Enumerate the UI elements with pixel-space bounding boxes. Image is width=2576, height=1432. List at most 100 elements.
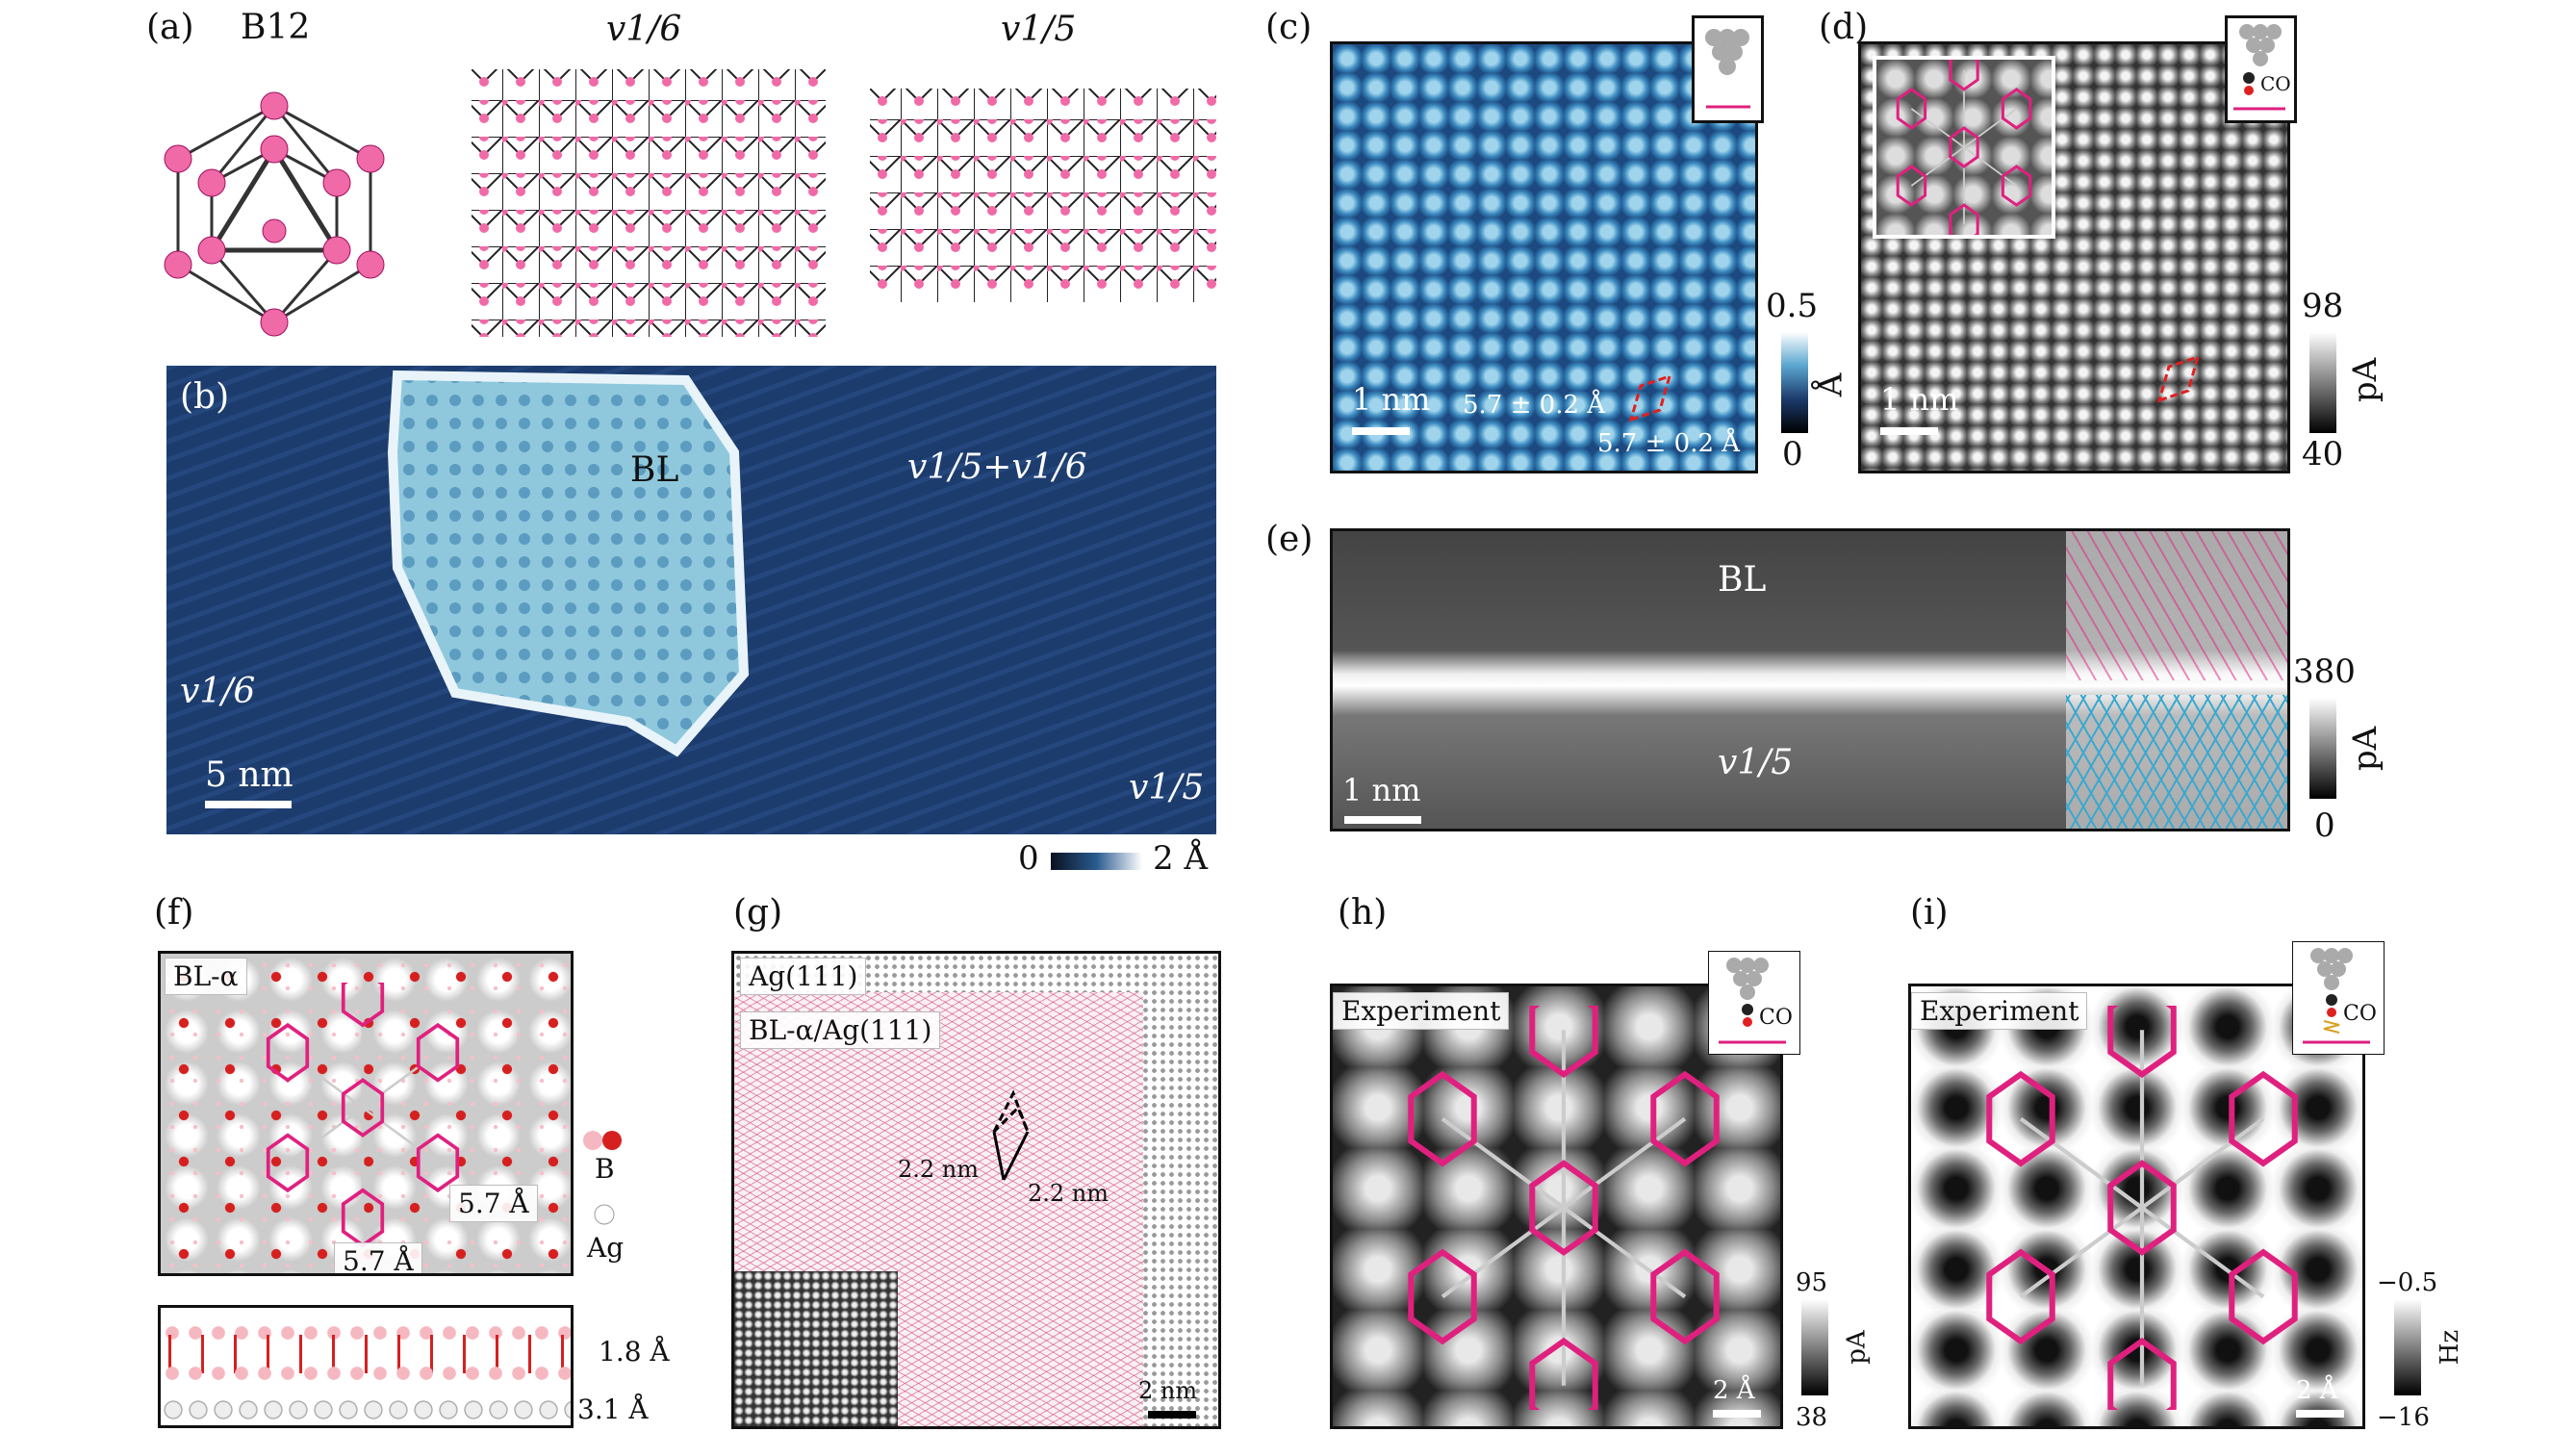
hexagon-marker: [266, 1022, 310, 1083]
hexagon-marker: [1650, 1248, 1720, 1345]
bl-label: BL: [630, 450, 679, 490]
substrate-distance: 3.1 Å: [577, 1394, 649, 1425]
hexagon-marker: [1529, 1160, 1598, 1256]
b12-title: B12: [241, 8, 311, 47]
scale-bar-label: 1 nm: [1352, 381, 1431, 418]
hexagon-marker: [1529, 1006, 1598, 1079]
panel-f-label: (f): [154, 893, 194, 933]
lattice-distance-1: 5.7 ± 0.2 Å: [1463, 391, 1606, 420]
colorbar-min: 38: [1796, 1403, 1828, 1432]
panel-f-side-model: [158, 1305, 574, 1428]
v15-label: v1/5: [1718, 743, 1794, 782]
colorbar-min: 0: [1782, 435, 1803, 473]
hexagon-marker: [1408, 1248, 1477, 1345]
hexagon-marker: [1650, 1070, 1720, 1167]
lattice-distance-2: 5.7 Å: [334, 1242, 422, 1273]
v15-title: v1/5: [1001, 10, 1077, 49]
panel-d-image: 1 nm: [1858, 41, 2290, 473]
ag111-tag: Ag(111): [740, 958, 867, 995]
co-label: CO: [1759, 1006, 1793, 1030]
hexagon-marker: [1949, 126, 1979, 168]
hexagon-marker: [1896, 165, 1927, 207]
tip-schematic-icon: [1692, 15, 1764, 123]
co-tip-schematic-icon: CO: [2225, 15, 2297, 123]
colorbar-e: [2309, 698, 2336, 799]
v16-title: v1/6: [606, 10, 682, 49]
v15-model-overlay: [2066, 694, 2287, 829]
panel-d-label: (d): [1819, 8, 1869, 47]
hexagon-marker: [341, 1078, 385, 1138]
hexagon-marker: [2001, 165, 2032, 207]
scale-bar: [1352, 427, 1410, 435]
mixed-phase-label: v1/5+v1/6: [907, 448, 1087, 487]
scale-bar-label: 2 Å: [2296, 1376, 2338, 1405]
panel-c-label: (c): [1265, 8, 1313, 47]
hexagon-marker: [2107, 1006, 2177, 1079]
experiment-tag: Experiment: [1911, 992, 2088, 1030]
colorbar-unit: Hz: [2436, 1329, 2465, 1366]
boron-atom-legend-icon: [583, 1131, 622, 1150]
scale-bar-label: 1 nm: [1342, 772, 1421, 808]
colorbar-max: 380: [2293, 652, 2356, 691]
bl-label: BL: [1718, 560, 1767, 600]
colorbar-h: [1801, 1299, 1828, 1395]
panel-b-image: (b) BL v1/5+v1/6 v1/6 v1/5 5 nm: [166, 366, 1216, 834]
scale-bar: [1713, 1410, 1761, 1418]
panel-a-label: (a): [146, 8, 194, 47]
panel-h-label: (h): [1338, 893, 1388, 933]
bl-alpha-tag: BL-α: [165, 958, 247, 995]
colorbar-max: 0.5: [1766, 287, 1819, 325]
bl-model-overlay: [2066, 531, 2287, 680]
scale-bar-label: 2 Å: [1713, 1376, 1755, 1405]
scale-bar: [205, 801, 292, 808]
panel-c-image: 5.7 ± 0.2 Å 5.7 ± 0.2 Å 1 nm: [1330, 41, 1758, 473]
panel-i-label: (i): [1910, 893, 1949, 933]
hexagon-marker: [1408, 1070, 1477, 1167]
hexagon-marker: [2001, 88, 2032, 130]
unit-cell-marker: [2156, 354, 2201, 403]
panel-b-label: (b): [180, 377, 230, 417]
scale-bar: [1148, 1411, 1196, 1419]
supercell-distance-2: 2.2 nm: [1028, 1180, 1109, 1207]
hexagon-marker: [2107, 1160, 2177, 1256]
v16-lattice: [472, 69, 826, 337]
panel-g-image: Ag(111) BL-α/Ag(111) 2.2 nm 2.2 nm 2 nm: [731, 951, 1221, 1429]
hexagon-marker: [2107, 1337, 2177, 1410]
bl-alpha-model-region: [734, 992, 1143, 1426]
inset-hexagon-overlay: [1896, 49, 2032, 245]
colorbar-c: [1781, 332, 1808, 433]
scale-bar: [2296, 1410, 2344, 1418]
hexagon-marker: [1529, 1337, 1598, 1410]
colorbar-max: 95: [1796, 1268, 1828, 1297]
icosahedron-diagram: [164, 91, 385, 337]
colorbar-unit: pA: [2346, 726, 2385, 772]
legend-b-label: B: [595, 1153, 615, 1185]
v15-lattice: [870, 89, 1216, 302]
v15-region-label: v1/5: [1129, 768, 1205, 807]
supercell-distance-1: 2.2 nm: [898, 1156, 980, 1183]
hexagon-marker: [416, 1133, 460, 1193]
hexagon-marker: [1949, 49, 1979, 91]
colorbar-b: [1051, 853, 1142, 870]
panel-e-label: (e): [1265, 520, 1314, 559]
scale-bar-label: 2 nm: [1138, 1377, 1198, 1404]
co-tip-schematic-icon: CO: [1708, 951, 1800, 1055]
supercell-marker: [992, 1089, 1030, 1181]
hexagon-overlay: [1408, 1006, 1720, 1410]
v16-region-label: v1/6: [180, 672, 256, 711]
hexagon-marker: [416, 1022, 460, 1083]
co-tip-schematic-icon: CO: [2292, 941, 2385, 1055]
colorbar-min: 0: [1018, 839, 1039, 878]
hexagon-overlay: [1986, 1006, 2298, 1410]
colorbar-unit: Å: [1811, 372, 1850, 397]
experiment-tag: Experiment: [1333, 992, 1510, 1030]
scale-bar-label: 1 nm: [1880, 381, 1959, 418]
colorbar-min: −16: [2377, 1403, 2430, 1432]
colorbar-max: 2 Å: [1153, 839, 1208, 878]
colorbar-max: −0.5: [2377, 1268, 2438, 1297]
panel-i-image: Experiment 2 Å: [1908, 984, 2365, 1429]
scale-bar: [1880, 427, 1938, 435]
colorbar-d: [2309, 332, 2336, 433]
stm-inset: [734, 1271, 898, 1426]
panel-f-top-model: BL-α 5.7 Å 5.7 Å: [158, 951, 574, 1276]
